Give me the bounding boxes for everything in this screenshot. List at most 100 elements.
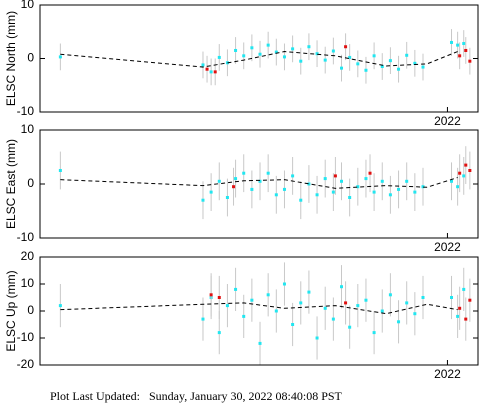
point xyxy=(364,298,368,302)
point xyxy=(217,296,221,299)
point xyxy=(368,171,372,175)
point xyxy=(232,185,236,189)
point xyxy=(413,190,417,194)
point xyxy=(266,293,270,297)
point xyxy=(405,53,409,57)
plot-frame xyxy=(39,129,479,239)
point xyxy=(217,179,221,183)
point xyxy=(421,185,425,189)
point xyxy=(307,45,311,49)
point xyxy=(405,179,409,183)
point xyxy=(397,67,401,71)
point xyxy=(340,66,344,70)
point xyxy=(456,185,460,189)
point xyxy=(468,59,472,63)
point xyxy=(462,287,466,291)
point xyxy=(450,179,454,183)
y-tick-label: -10 xyxy=(17,104,35,118)
trend-line xyxy=(60,302,458,315)
point xyxy=(397,320,401,324)
point xyxy=(458,171,462,175)
point xyxy=(456,43,460,47)
point xyxy=(258,179,262,183)
point xyxy=(250,298,254,302)
point xyxy=(58,169,62,172)
point xyxy=(331,49,335,53)
point xyxy=(205,67,209,71)
point xyxy=(356,304,360,308)
y-axis-label: ELSC East (mm) xyxy=(4,139,18,229)
x-tick-label: 2022 xyxy=(434,240,461,254)
point xyxy=(456,314,460,318)
point xyxy=(307,290,311,294)
point xyxy=(323,58,327,62)
point xyxy=(201,63,205,67)
point xyxy=(413,312,417,316)
point xyxy=(291,174,295,178)
point xyxy=(331,317,335,321)
point xyxy=(225,196,229,199)
point xyxy=(234,177,238,181)
point xyxy=(315,52,319,56)
point xyxy=(291,323,295,326)
point xyxy=(364,177,368,181)
point xyxy=(274,309,278,313)
point xyxy=(462,42,466,46)
y-axis-label: ELSC Up (mm) xyxy=(4,270,18,351)
point xyxy=(266,171,270,175)
point xyxy=(372,331,376,335)
point xyxy=(421,296,425,299)
point xyxy=(323,306,327,310)
point xyxy=(242,314,246,318)
y-tick-label: 0 xyxy=(27,176,34,190)
point xyxy=(372,54,376,58)
point xyxy=(464,48,468,52)
point xyxy=(388,193,392,197)
point xyxy=(258,341,262,345)
point xyxy=(333,174,337,178)
trend-line xyxy=(60,51,458,68)
point xyxy=(380,179,384,183)
point xyxy=(234,287,238,291)
point xyxy=(323,177,327,181)
point xyxy=(458,306,462,310)
point xyxy=(356,185,360,189)
point xyxy=(209,70,213,74)
point xyxy=(58,55,62,59)
plot-frame xyxy=(39,4,479,113)
y-tick-label: 10 xyxy=(21,0,35,11)
y-tick-label: 10 xyxy=(21,122,35,136)
point xyxy=(450,296,454,299)
point xyxy=(274,50,278,54)
point xyxy=(468,298,472,302)
point xyxy=(380,309,384,313)
point xyxy=(225,304,229,308)
point xyxy=(380,65,384,69)
y-tick-label: -20 xyxy=(17,357,35,371)
y-tick-label: 0 xyxy=(27,303,34,317)
point xyxy=(201,317,205,321)
y-tick-label: 20 xyxy=(21,249,35,263)
point xyxy=(315,336,319,340)
point xyxy=(307,182,311,186)
point xyxy=(364,68,368,72)
y-tick-label: 10 xyxy=(21,276,35,290)
point xyxy=(344,45,348,49)
point xyxy=(464,317,468,321)
point xyxy=(356,62,360,66)
point xyxy=(348,325,352,329)
point xyxy=(397,187,401,191)
footer: Plot Last Updated: Sunday, January 30, 2… xyxy=(50,389,343,403)
point xyxy=(405,301,409,305)
point xyxy=(331,190,335,194)
x-tick-label: 2022 xyxy=(434,367,461,381)
point xyxy=(282,187,286,191)
point xyxy=(250,46,254,50)
point xyxy=(372,190,376,194)
point xyxy=(464,163,468,167)
point xyxy=(340,179,344,183)
point xyxy=(58,304,62,308)
x-tick-label: 2022 xyxy=(434,114,461,128)
point xyxy=(209,293,213,297)
